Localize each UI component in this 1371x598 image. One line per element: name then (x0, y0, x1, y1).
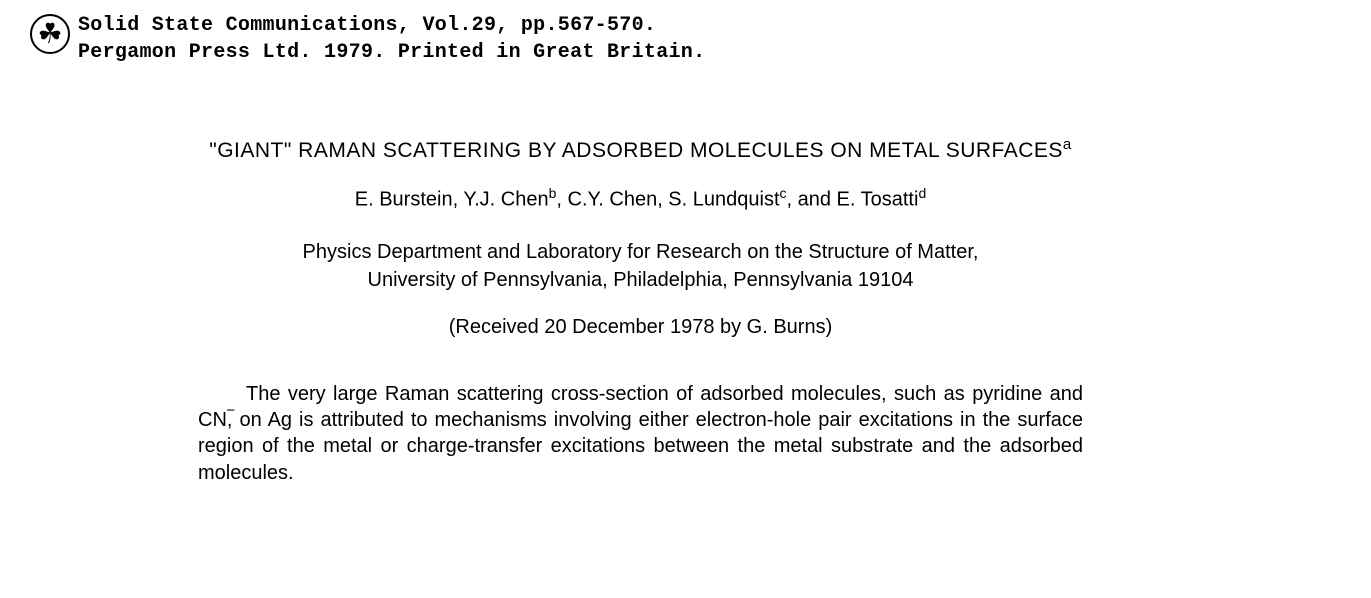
journal-line-2: Pergamon Press Ltd. 1979. Printed in Gre… (78, 39, 705, 66)
received-line: (Received 20 December 1978 by G. Burns) (60, 316, 1221, 339)
header: ☘ Solid State Communications, Vol.29, pp… (30, 12, 1251, 66)
affiliation-line-2: University of Pennsylvania, Philadelphia… (60, 266, 1221, 294)
abstract: The very large Raman scattering cross-se… (178, 381, 1103, 487)
abstract-part-2: , on Ag is attributed to mechanisms invo… (198, 409, 1083, 484)
journal-info: Solid State Communications, Vol.29, pp.5… (78, 12, 705, 66)
paper-title: "GIANT" RAMAN SCATTERING BY ADSORBED MOL… (60, 136, 1221, 163)
author-segment-2: , C.Y. Chen, S. Lundquist (556, 189, 779, 211)
author-segment-3: , and E. Tosatti (787, 189, 919, 211)
affiliation-line-1: Physics Department and Laboratory for Re… (60, 238, 1221, 266)
title-text: "GIANT" RAMAN SCATTERING BY ADSORBED MOL… (209, 139, 1063, 162)
logo-glyph: ☘ (37, 20, 62, 48)
author-sup-3: d (918, 185, 926, 201)
author-sup-2: c (780, 185, 787, 201)
affiliation: Physics Department and Laboratory for Re… (60, 238, 1221, 294)
journal-line-1: Solid State Communications, Vol.29, pp.5… (78, 12, 705, 39)
author-segment-1: E. Burstein, Y.J. Chen (355, 189, 549, 211)
title-block: "GIANT" RAMAN SCATTERING BY ADSORBED MOL… (30, 136, 1251, 486)
publisher-logo-icon: ☘ (30, 14, 70, 54)
authors: E. Burstein, Y.J. Chenb, C.Y. Chen, S. L… (60, 185, 1221, 212)
title-footnote-mark: a (1063, 136, 1072, 153)
